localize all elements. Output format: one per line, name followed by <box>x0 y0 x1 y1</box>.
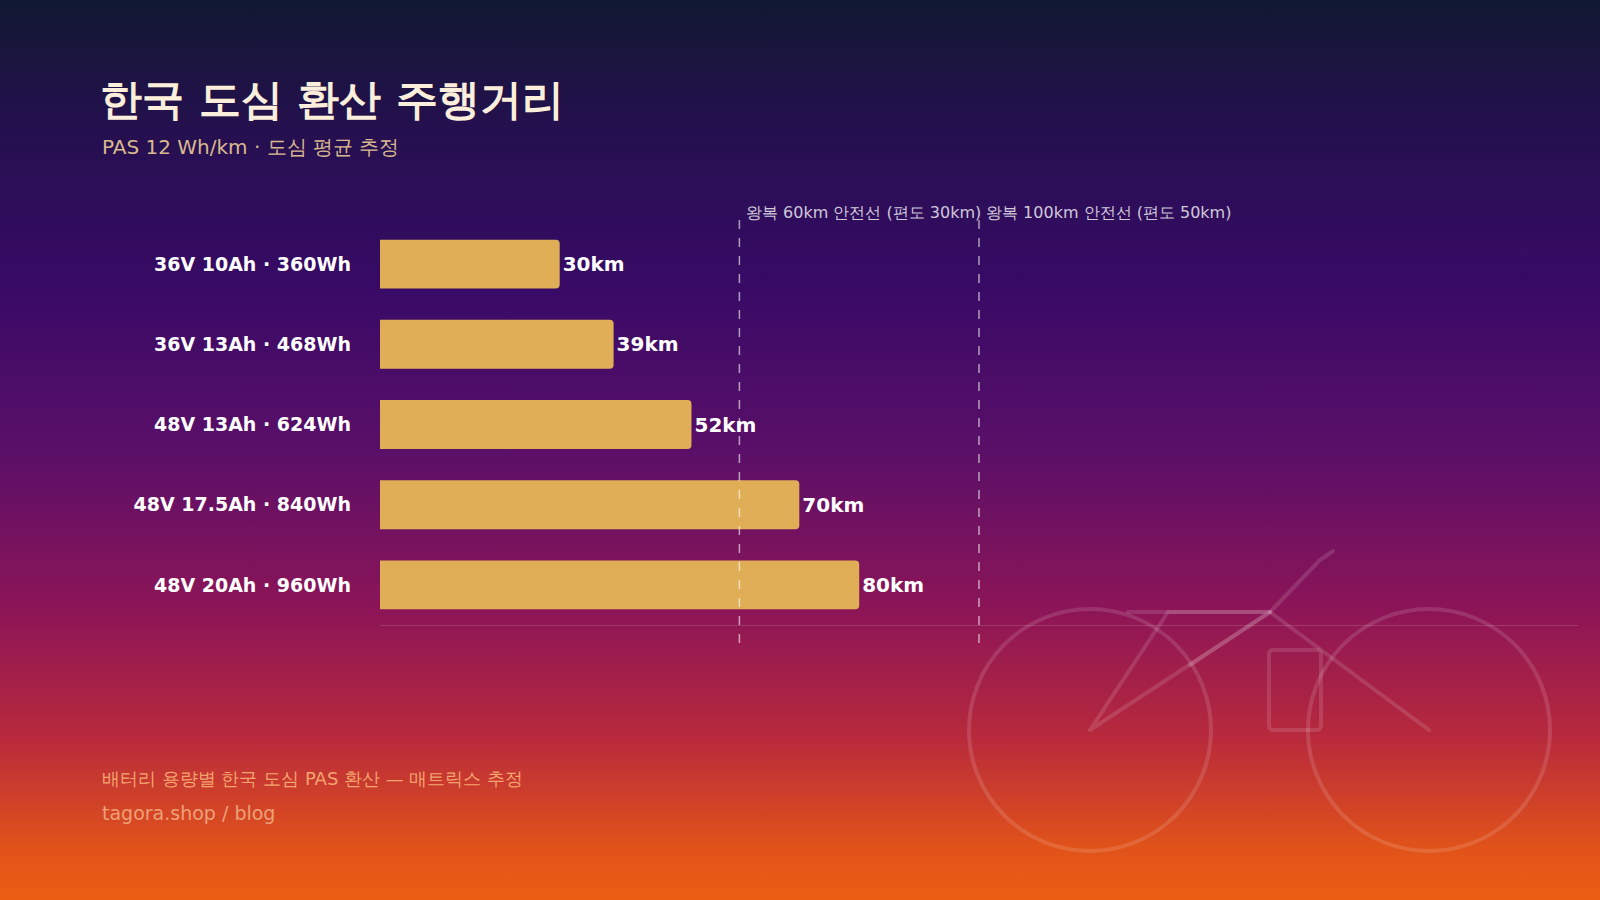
svg-text:39km: 39km <box>617 332 679 356</box>
svg-text:48V 17.5Ah · 840Wh: 48V 17.5Ah · 840Wh <box>134 493 351 515</box>
svg-text:70km: 70km <box>802 493 864 517</box>
svg-text:왕복 60km 안전선 (편도 30km): 왕복 60km 안전선 (편도 30km) <box>746 203 981 222</box>
svg-text:48V 20Ah · 960Wh: 48V 20Ah · 960Wh <box>154 574 351 596</box>
svg-text:tagora.shop / blog: tagora.shop / blog <box>102 802 275 824</box>
svg-text:36V 10Ah · 360Wh: 36V 10Ah · 360Wh <box>154 253 351 275</box>
svg-text:52km: 52km <box>694 413 756 437</box>
svg-text:36V 13Ah · 468Wh: 36V 13Ah · 468Wh <box>154 333 351 355</box>
svg-text:한국 도심 환산 주행거리: 한국 도심 환산 주행거리 <box>100 75 564 124</box>
svg-text:PAS 12 Wh/km · 도심 평균 추정: PAS 12 Wh/km · 도심 평균 추정 <box>102 135 399 159</box>
svg-text:80km: 80km <box>862 573 924 597</box>
svg-text:왕복 100km 안전선 (편도 50km): 왕복 100km 안전선 (편도 50km) <box>986 203 1231 222</box>
svg-text:배터리 용량별 한국 도심 PAS 환산 — 매트릭스 추정: 배터리 용량별 한국 도심 PAS 환산 — 매트릭스 추정 <box>102 768 523 789</box>
svg-text:30km: 30km <box>563 252 625 276</box>
svg-text:48V 13Ah · 624Wh: 48V 13Ah · 624Wh <box>154 413 351 435</box>
